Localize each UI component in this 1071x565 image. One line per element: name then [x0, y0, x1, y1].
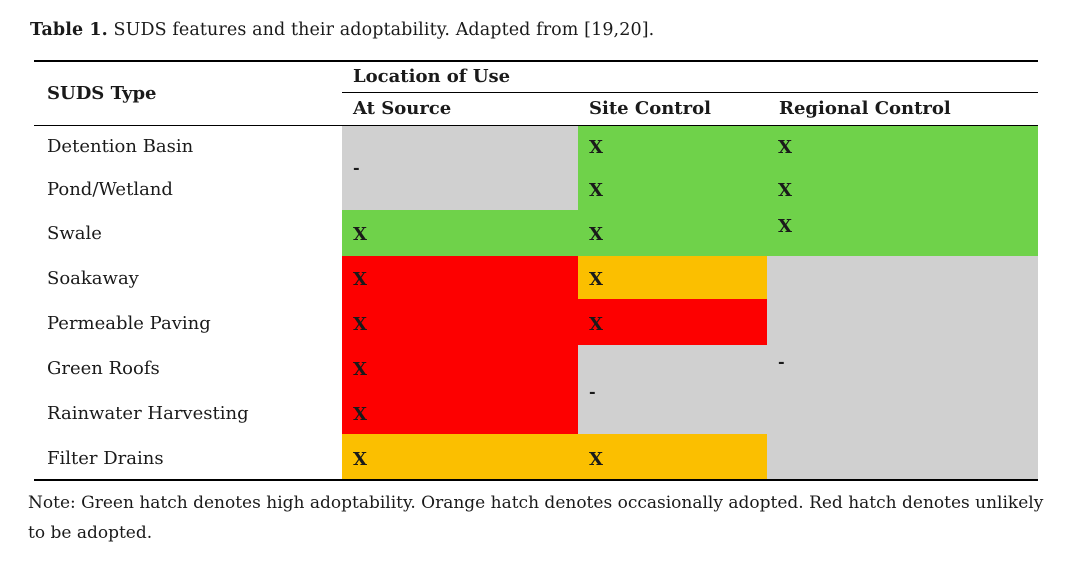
- row-label: Soakaway: [47, 268, 139, 289]
- cell-mark: X: [353, 359, 367, 380]
- cell-bg-source-red: [342, 256, 578, 434]
- cell-bg-site-green: [578, 126, 767, 256]
- cell-bg-site-paving: [578, 299, 767, 345]
- cell-mark: X: [353, 404, 367, 425]
- row-label: Permeable Paving: [47, 313, 211, 334]
- cell-mark: X: [778, 216, 792, 237]
- cell-mark: X: [589, 449, 603, 470]
- cell-mark: X: [589, 137, 603, 158]
- header-suds-type: SUDS Type: [47, 83, 157, 104]
- bottom-rule: [34, 479, 1038, 481]
- cell-mark: X: [589, 224, 603, 245]
- cell-mark-site-merged-2: -: [589, 382, 596, 401]
- cell-bg-regional-merged-3: [767, 256, 1038, 480]
- header-location-of-use: Location of Use: [353, 66, 511, 87]
- cell-mark: X: [353, 449, 367, 470]
- cell-mark: X: [778, 180, 792, 201]
- cell-mark: X: [589, 269, 603, 290]
- table-note: Note: Green hatch denotes high adoptabil…: [28, 493, 1044, 543]
- cell-bg-site-filter: [578, 434, 767, 480]
- cell-mark-regional-merged-3: -: [778, 352, 785, 371]
- table-label: Table 1.: [30, 20, 108, 40]
- row-label: Rainwater Harvesting: [47, 403, 249, 424]
- cell-bg-source-filter: [342, 434, 578, 480]
- row-label: Pond/Wetland: [47, 179, 173, 200]
- row-label: Filter Drains: [47, 448, 164, 469]
- top-rule: [34, 60, 1038, 62]
- group-rule: [342, 92, 1038, 93]
- row-label: Swale: [47, 223, 102, 244]
- cell-mark: X: [778, 137, 792, 158]
- cell-mark: X: [353, 314, 367, 335]
- row-label: Green Roofs: [47, 358, 160, 379]
- row-label: Detention Basin: [47, 136, 194, 157]
- cell-mark: X: [589, 180, 603, 201]
- cell-bg-site-soakaway: [578, 256, 767, 299]
- header-site-control: Site Control: [589, 98, 711, 119]
- header-regional-control: Regional Control: [779, 98, 951, 119]
- cell-bg-regional-green: [767, 126, 1038, 256]
- header-at-source: At Source: [353, 98, 452, 119]
- cell-mark: X: [589, 314, 603, 335]
- header-bottom-rule: [34, 125, 1038, 126]
- cell-mark: X: [353, 269, 367, 290]
- cell-mark: X: [353, 224, 367, 245]
- cell-bg-site-merged-2: [578, 345, 767, 434]
- cell-bg-source-merged-1: [342, 126, 578, 210]
- cell-mark-source-merged-1: -: [353, 158, 360, 177]
- table-caption: Table 1. SUDS features and their adoptab…: [30, 20, 654, 40]
- cell-bg-source-swale: [342, 210, 578, 256]
- table-title: SUDS features and their adoptability. Ad…: [107, 20, 655, 40]
